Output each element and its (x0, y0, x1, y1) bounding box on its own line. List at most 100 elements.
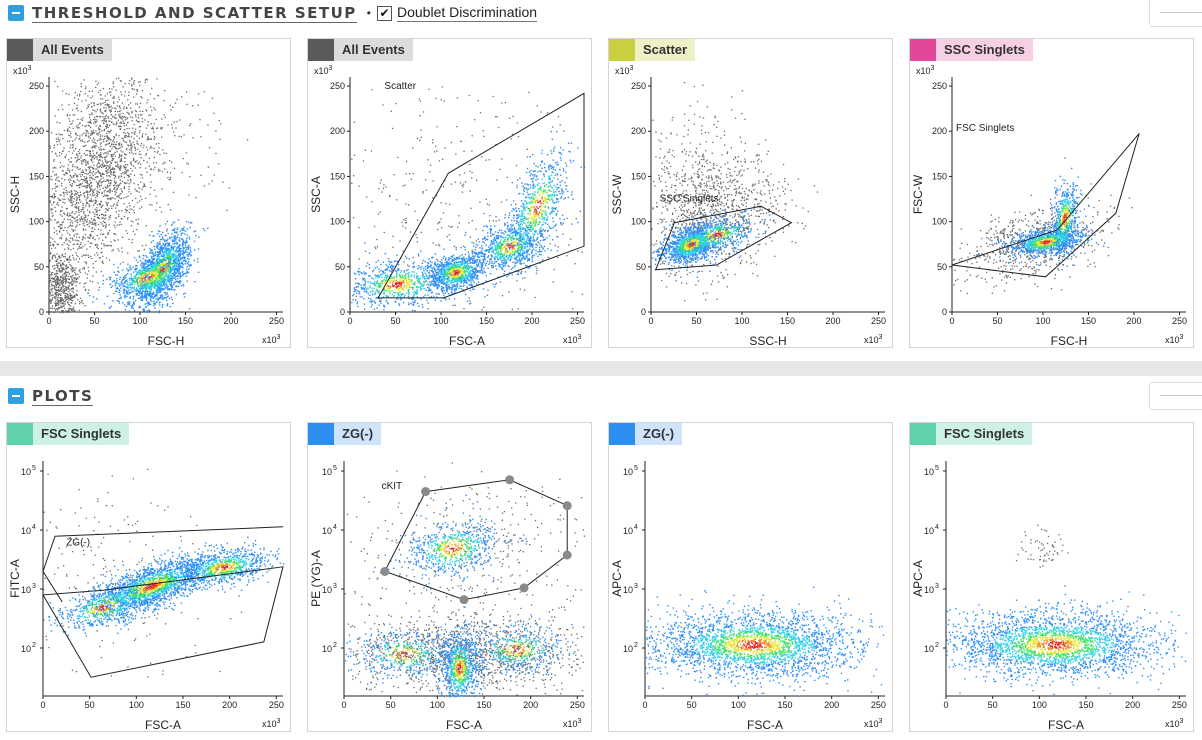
x-tick-label: 150 (178, 316, 193, 326)
x-tick-label: 0 (347, 316, 352, 326)
x-tick-label: 0 (943, 700, 948, 710)
plot-panel[interactable]: ZG(-) 10 2 10 3 10 4 10 5 0 50 100 150 200 250 x103 FSC-… (6, 422, 291, 732)
x-tick-label: 200 (825, 316, 840, 326)
doublet-checkbox[interactable]: ✔ (377, 5, 392, 21)
x-tick-label: 0 (642, 700, 647, 710)
y-tick-label: 10 (21, 644, 31, 654)
y-scale-label: x103 (615, 65, 634, 76)
x-tick-label: 200 (524, 316, 539, 326)
doublet-checkbox-label[interactable]: Doublet Discrimination (397, 4, 538, 22)
x-tick-label: 250 (1172, 700, 1187, 710)
y-tick-label: 50 (636, 262, 646, 272)
x-axis-label: SSC-H (749, 334, 786, 348)
plot-panel[interactable]: 10 2 10 3 10 4 10 5 0 50 100 150 200 250 x103 FSC-A APC-… (909, 422, 1194, 732)
events-scatter (49, 77, 249, 314)
gate-outline (384, 479, 568, 601)
section-divider (0, 361, 1202, 376)
population-tag[interactable]: Scatter (609, 39, 696, 61)
y-tick-label: 10 (623, 644, 633, 654)
y-tick-label: 10 (623, 467, 633, 477)
collapse-toggle-plots[interactable] (8, 388, 24, 404)
plot-panel[interactable]: SSC Singlets 0 50 100 150 200 250 x103 0 50 100 150… (608, 38, 893, 348)
x-axis-label: FSC-A (1048, 718, 1084, 732)
plot-panel[interactable]: cKIT 10 2 10 3 10 4 10 5 0 50 100 150 200 250 x103 FSC-A… (307, 422, 592, 732)
y-tick-label: 10 (623, 526, 633, 536)
y-tick-label: 10 (924, 585, 934, 595)
y-axis-label: FSC-W (911, 174, 925, 214)
population-tag[interactable]: All Events (308, 39, 413, 61)
gate-outline (951, 133, 1140, 278)
y-tick-label: 150 (29, 171, 44, 181)
gate-outline (654, 205, 793, 271)
x-scale-label: x103 (563, 718, 582, 729)
x-scale-label: x103 (864, 718, 883, 729)
plot-panel[interactable]: 0 50 100 150 200 250 x103 0 50 100 150 200 250 x103 FS… (6, 38, 291, 348)
y-tick-label: 0 (942, 307, 947, 317)
section-title: THRESHOLD AND SCATTER SETUP (32, 4, 357, 23)
y-tick-label: 10 (924, 467, 934, 477)
y-tick-label: 100 (631, 217, 646, 227)
x-axis-label: FSC-H (1051, 334, 1088, 348)
y-tick-label: 0 (39, 307, 44, 317)
events-scatter (351, 86, 585, 314)
collapse-toggle-threshold[interactable] (8, 5, 24, 21)
population-name: ZG(-) (635, 423, 683, 445)
x-tick-label: 100 (433, 316, 448, 326)
y-tick-label: 10 (21, 526, 31, 536)
gate-vertex-handle (505, 475, 515, 485)
population-tag[interactable]: FSC Singlets (7, 423, 130, 445)
x-tick-label: 200 (1126, 316, 1141, 326)
x-tick-label: 150 (1078, 700, 1093, 710)
population-tag[interactable]: ZG(-) (609, 423, 683, 445)
x-tick-label: 200 (1125, 700, 1140, 710)
y-tick-label: 10 (21, 585, 31, 595)
x-tick-label: 50 (390, 316, 400, 326)
gate-vertex-handle (519, 583, 529, 593)
x-tick-label: 0 (46, 316, 51, 326)
population-tag[interactable]: ZG(-) (308, 423, 382, 445)
gate-label: FSC Singlets (956, 123, 1014, 134)
y-axis-label: APC-A (610, 560, 624, 597)
y-tick-label: 0 (340, 307, 345, 317)
gate-vertex-handle (421, 487, 431, 497)
y-tick-label: 10 (322, 585, 332, 595)
population-name: ZG(-) (334, 423, 382, 445)
x-axis-label: FSC-A (449, 334, 485, 348)
gate-vertex-handle (562, 501, 572, 511)
population-tag[interactable]: All Events (7, 39, 112, 61)
gate-vertex-handle (562, 550, 572, 560)
plot-panel[interactable]: Scatter 0 50 100 150 200 250 x103 0 50 100 150 200 25… (307, 38, 592, 348)
x-axis-label: FSC-H (148, 334, 185, 348)
y-tick-label: 150 (330, 171, 345, 181)
y-tick-label: 250 (631, 81, 646, 91)
population-tag[interactable]: SSC Singlets (910, 39, 1033, 61)
y-tick-label: 200 (29, 126, 44, 136)
events-scatter (43, 468, 285, 678)
gate-outline (377, 92, 585, 299)
x-tick-label: 150 (479, 316, 494, 326)
y-axis-label: SSC-H (8, 176, 22, 213)
x-tick-label: 250 (871, 316, 886, 326)
x-tick-label: 150 (780, 316, 795, 326)
plot-panel[interactable]: FSC Singlets 0 50 100 150 200 250 x103 0 50 100 150… (909, 38, 1194, 348)
section-options-box-plots[interactable] (1149, 382, 1202, 410)
x-tick-label: 0 (648, 316, 653, 326)
gate-vertex-handle (380, 566, 390, 576)
section-header-threshold: THRESHOLD AND SCATTER SETUP • ✔ Doublet … (0, 0, 538, 26)
population-color-swatch (7, 423, 33, 445)
x-tick-label: 100 (129, 700, 144, 710)
gate-label: SSC Singlets (660, 194, 719, 205)
y-tick-label: 250 (330, 81, 345, 91)
x-tick-label: 200 (222, 700, 237, 710)
y-tick-label: 50 (34, 262, 44, 272)
y-tick-label: 50 (335, 262, 345, 272)
population-name: FSC Singlets (936, 423, 1033, 445)
gate-label: ZG(-) (66, 538, 90, 549)
y-tick-label: 10 (322, 644, 332, 654)
events-scatter (952, 157, 1133, 295)
plot-panel[interactable]: 10 2 10 3 10 4 10 5 0 50 100 150 200 250 x103 FSC-A APC-… (608, 422, 893, 732)
population-name: SSC Singlets (936, 39, 1033, 61)
section-options-box-threshold[interactable] (1149, 0, 1202, 27)
population-tag[interactable]: FSC Singlets (910, 423, 1033, 445)
x-tick-label: 150 (175, 700, 190, 710)
